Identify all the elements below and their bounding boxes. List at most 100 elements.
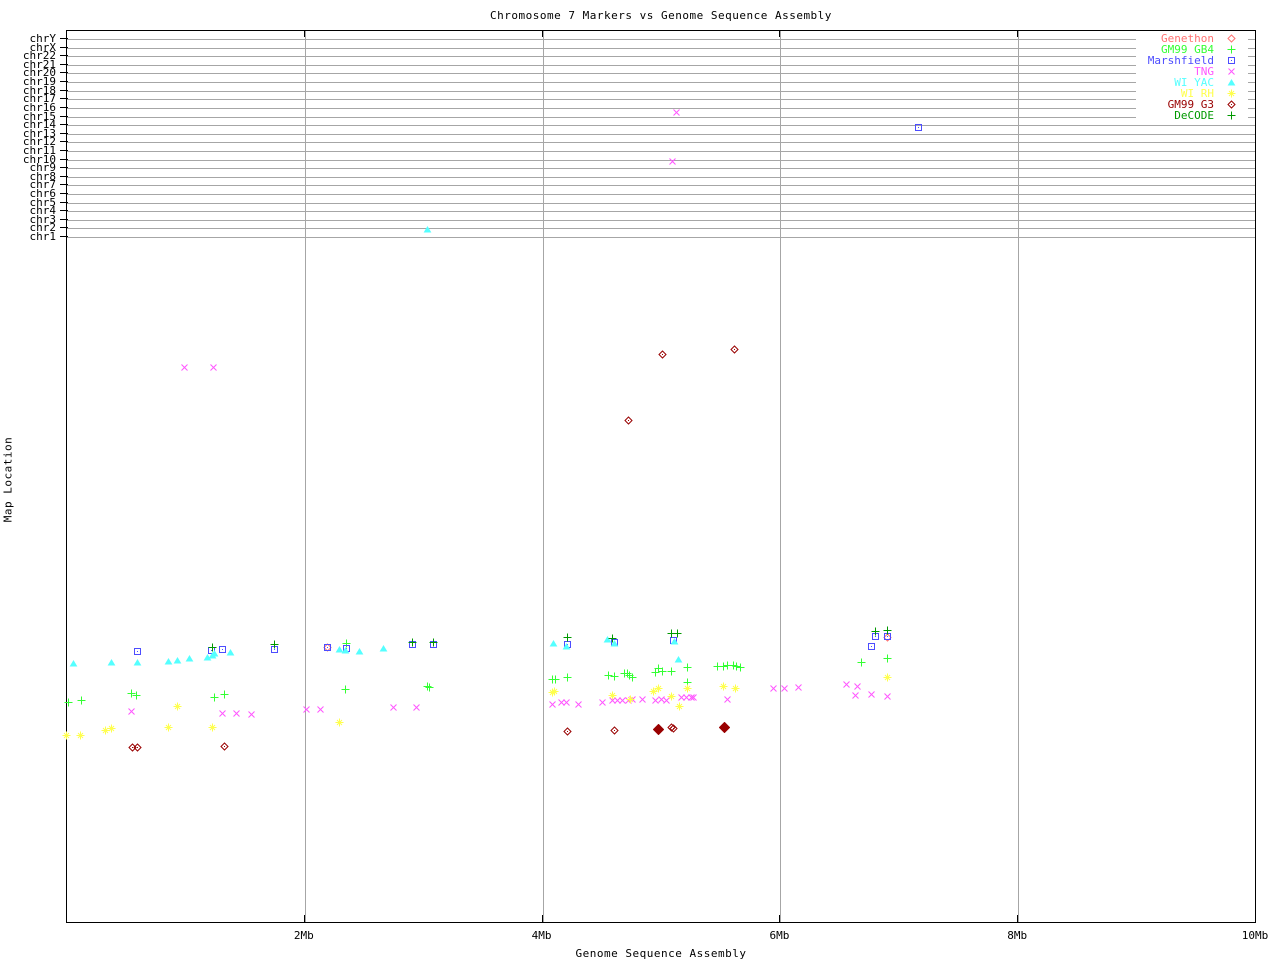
marker-tng	[689, 693, 698, 702]
legend-label: WI YAC	[1174, 76, 1214, 89]
triangle-icon	[1214, 78, 1248, 87]
marker-tng	[232, 709, 241, 718]
marker-gm99-g3	[719, 721, 731, 733]
marker-gm99-gb4	[628, 673, 637, 682]
chromosome-label: chr11	[22, 143, 56, 157]
chromosome-label: chr9	[29, 161, 57, 175]
marker-decode	[673, 629, 682, 638]
legend-row: WI YAC	[1136, 77, 1248, 88]
marker-wi-yac	[210, 649, 219, 658]
chromosome-gridline	[67, 47, 1255, 49]
marker-tng	[794, 683, 803, 692]
chromosome-label: chr6	[29, 187, 57, 200]
marker-gm99-gb4	[654, 664, 663, 673]
marker-gm99-g3	[669, 723, 678, 733]
y-axis-tick	[60, 38, 68, 39]
marker-tng	[687, 693, 696, 702]
x-axis-tick-bottom	[541, 915, 543, 922]
chromosome-label: chr14	[22, 118, 56, 132]
marker-wi-rh	[62, 731, 71, 740]
marker-wi-rh	[683, 684, 692, 693]
marker-tng	[562, 698, 571, 707]
x-axis-tick-top	[1017, 30, 1019, 37]
chromosome-label: chr3	[29, 212, 57, 226]
square-dot-icon	[1214, 56, 1248, 65]
marker-wi-yac	[355, 647, 364, 656]
marker-wi-yac	[674, 655, 683, 664]
legend-label: WI RH	[1180, 87, 1214, 100]
marker-gm99-gb4	[220, 690, 229, 699]
marker-tng	[842, 680, 851, 689]
chromosome-gridline	[67, 159, 1255, 161]
y-axis-tick	[60, 167, 68, 169]
marker-gm99-g3	[133, 742, 142, 752]
marker-marshfield	[914, 123, 923, 132]
chromosome-label: chr4	[29, 204, 57, 218]
y-axis-tick	[60, 175, 68, 177]
marker-wi-yac	[670, 637, 679, 646]
marker-tng	[867, 690, 876, 699]
marker-wi-yac	[164, 657, 173, 666]
y-axis-tick	[60, 132, 68, 134]
marker-wi-yac	[185, 654, 194, 663]
y-axis-tick	[60, 115, 68, 117]
marker-wi-yac	[423, 225, 432, 234]
marker-wi-rh	[731, 684, 740, 693]
plus-icon	[1214, 111, 1248, 120]
marker-wi-rh	[107, 724, 116, 733]
marker-wi-yac	[341, 646, 350, 655]
marker-tng	[127, 707, 136, 716]
marker-gm99-gb4	[77, 696, 86, 705]
chromosome-label: chr10	[22, 152, 56, 166]
marker-marshfield	[133, 647, 142, 656]
marker-tng	[851, 691, 860, 700]
marker-decode	[270, 640, 279, 649]
chromosome-gridline	[67, 202, 1255, 204]
legend-row: Marshfield	[1136, 55, 1248, 66]
marker-wi-rh	[550, 687, 559, 696]
asterisk-icon	[1214, 89, 1248, 98]
y-axis-tick	[60, 81, 68, 82]
marker-wi-rh	[719, 682, 728, 691]
marker-tng	[677, 693, 686, 702]
marker-gm99-gb4	[132, 691, 141, 700]
marker-gm99-g3	[729, 344, 739, 354]
marker-decode	[871, 627, 880, 636]
chromosome-gridline	[67, 82, 1255, 83]
marker-gm99-gb4	[732, 662, 741, 671]
y-axis-tick	[60, 201, 68, 203]
chromosome-gridline	[67, 219, 1255, 221]
marker-gm99-gb4	[719, 662, 728, 671]
chromosome-gridline	[67, 176, 1255, 178]
marker-gm99-gb4	[729, 661, 738, 670]
chart-title: Chromosome 7 Markers vs Genome Sequence …	[490, 9, 832, 22]
chromosome-label: chr13	[22, 126, 56, 140]
y-axis-tick	[60, 72, 68, 74]
x-axis-tick-top	[541, 30, 543, 37]
chromosome-gridline	[67, 56, 1255, 58]
marker-tng	[668, 157, 677, 166]
marker-wi-yac	[549, 639, 558, 648]
marker-wi-rh	[101, 726, 110, 735]
chromosome-label: chr22	[22, 49, 56, 63]
chromosome-label: chr20	[22, 66, 56, 80]
marker-wi-rh	[667, 692, 676, 701]
y-axis-tick	[60, 106, 68, 108]
marker-wi-rh	[164, 723, 173, 732]
x-axis-tick-bottom	[303, 915, 305, 922]
marker-gm99-gb4	[551, 675, 560, 684]
chromosome-gridline	[67, 194, 1255, 195]
marker-gm99-gb4	[667, 667, 676, 676]
marker-wi-yac	[226, 648, 235, 657]
legend-label: GM99 G3	[1167, 98, 1214, 111]
legend-row: TNG	[1136, 66, 1248, 77]
marker-gm99-gb4	[64, 698, 73, 707]
marker-gm99-g3	[563, 726, 573, 736]
chromosome-label: chr8	[29, 169, 57, 183]
y-axis-tick	[60, 98, 68, 100]
marker-tng	[662, 696, 671, 705]
marker-gm99-gb4	[563, 673, 572, 682]
marker-decode	[429, 638, 438, 647]
chromosome-gridline	[67, 107, 1255, 109]
chromosome-gridline	[67, 133, 1255, 135]
